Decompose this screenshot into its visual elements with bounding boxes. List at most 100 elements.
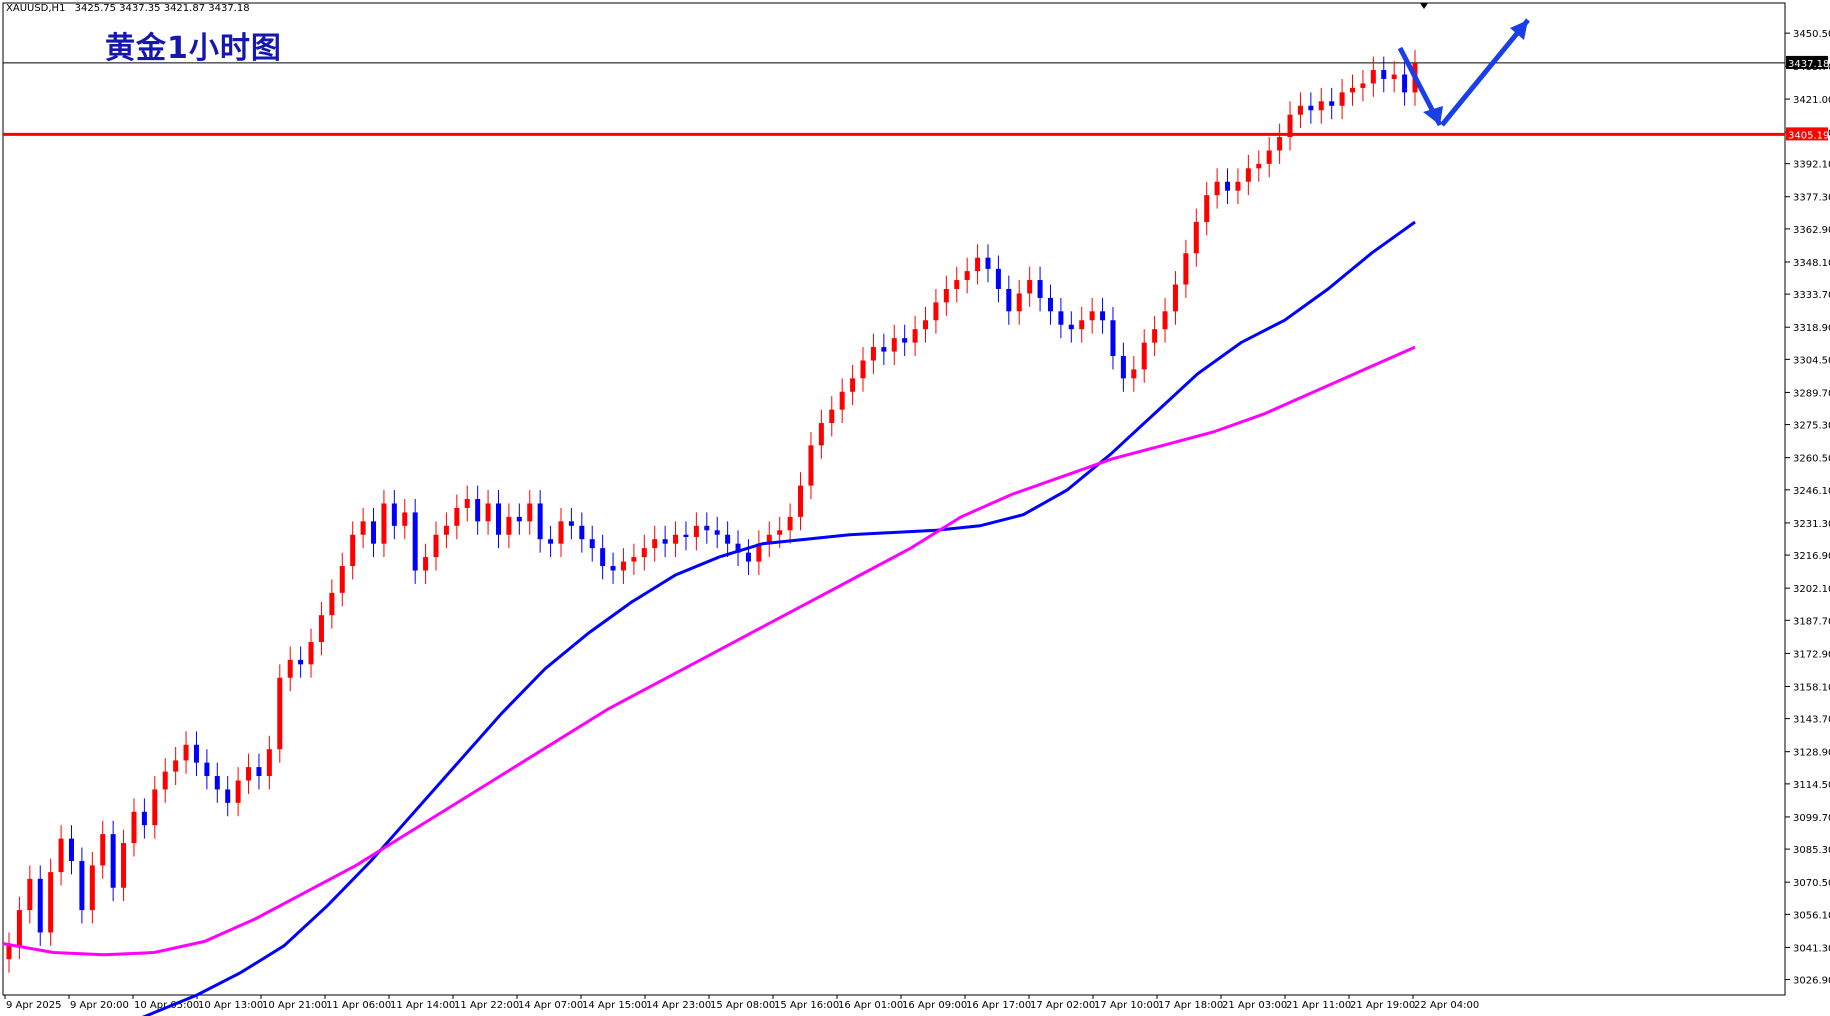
candle-body (433, 534, 439, 558)
x-tick-label: 16 Apr 09:00 (902, 1000, 967, 1011)
candle-body (16, 910, 22, 946)
candle-body (121, 843, 127, 888)
chart-title: 黄金1小时图 (105, 31, 282, 66)
candle-body (1360, 83, 1366, 88)
candle-body (985, 257, 991, 269)
candle-body (1287, 114, 1293, 138)
candle-body (1006, 288, 1012, 312)
candle-body (339, 566, 345, 593)
candle-body (829, 409, 835, 424)
candle-body (1308, 105, 1314, 111)
candle-body (100, 834, 106, 866)
y-tick-label: 3026.90 (1793, 976, 1830, 987)
candle-body (1047, 297, 1053, 312)
candle-body (287, 659, 293, 678)
candle-body (1058, 311, 1064, 325)
candle-body (1204, 195, 1210, 222)
candle-body (714, 530, 720, 535)
candle-body (1193, 221, 1199, 254)
candle-body (391, 503, 397, 526)
candle-body (423, 557, 429, 571)
candle-body (777, 530, 783, 535)
x-tick-label: 22 Apr 04:00 (1414, 1000, 1479, 1011)
y-tick-label: 3421.00 (1793, 95, 1830, 106)
candle-body (912, 329, 918, 343)
candle-body (1318, 101, 1324, 111)
candle-body (1391, 74, 1397, 79)
y-tick-label: 3041.30 (1793, 943, 1830, 954)
y-tick-label: 3392.10 (1793, 160, 1830, 171)
x-tick-label: 17 Apr 02:00 (1030, 1000, 1095, 1011)
candle-body (933, 302, 939, 321)
candle-body (89, 865, 95, 911)
candle-body (641, 548, 647, 558)
candle-body (1350, 87, 1356, 93)
candle-body (298, 659, 304, 665)
y-tick-label: 3231.30 (1793, 519, 1830, 530)
candle-body (891, 338, 897, 352)
candle-body (79, 860, 85, 911)
candle-body (579, 525, 585, 540)
candle-body (902, 338, 908, 343)
candle-body (683, 534, 689, 537)
candle-body (454, 507, 460, 526)
y-tick-label: 3289.70 (1793, 388, 1830, 399)
x-tick-label: 14 Apr 07:00 (518, 1000, 583, 1011)
candle-body (995, 268, 1001, 289)
candle-body (1370, 70, 1376, 84)
candle-body (141, 811, 147, 826)
y-tick-label: 3070.50 (1793, 878, 1830, 889)
y-tick-label: 3187.70 (1793, 616, 1830, 627)
chart-shift-marker (1420, 3, 1428, 9)
candle-body (1172, 284, 1178, 312)
up-arrow (1440, 18, 1530, 127)
candle-body (548, 539, 554, 544)
candle-body (1037, 280, 1043, 298)
candle-body (495, 503, 501, 535)
candle-body (1277, 137, 1283, 151)
candle-body (725, 534, 731, 544)
candle-body (756, 543, 762, 562)
ohlc-readout: 3425.75 3437.35 3421.87 3437.18 (74, 3, 250, 14)
candle-body (37, 878, 43, 933)
current-price-label: 3437.18 (1788, 59, 1829, 70)
candle-body (954, 280, 960, 289)
candle-body (485, 503, 491, 522)
symbol-label: XAUUSD,H1 (6, 3, 66, 14)
candle-body (308, 641, 314, 665)
candle-body (402, 512, 408, 526)
candle-body (673, 534, 679, 544)
candle-body (193, 744, 199, 763)
y-tick-label: 3056.10 (1793, 910, 1830, 921)
candle-body (412, 512, 418, 571)
x-tick-label: 10 Apr 05:00 (134, 1000, 199, 1011)
y-tick-label: 3333.70 (1793, 290, 1830, 301)
candle-body (1131, 369, 1137, 379)
x-tick-label: 10 Apr 21:00 (262, 1000, 327, 1011)
y-tick-label: 3304.50 (1793, 355, 1830, 366)
candle-body (1235, 181, 1241, 191)
candle-body (1339, 92, 1345, 106)
candle-body (600, 548, 606, 567)
up-arrow-head (1510, 20, 1528, 40)
candle-body (1225, 181, 1231, 191)
candle-body (818, 423, 824, 446)
candle-body (27, 878, 33, 911)
x-tick-label: 14 Apr 23:00 (646, 1000, 711, 1011)
candle-body (839, 391, 845, 410)
candle-body (443, 525, 449, 535)
candle-body (329, 592, 335, 616)
y-tick-label: 3085.30 (1793, 845, 1830, 856)
candle-body (808, 445, 814, 486)
candle-body (506, 516, 512, 535)
candle-body (1183, 253, 1189, 285)
candle-body (527, 503, 533, 522)
candle-body (381, 503, 387, 544)
candle-body (1089, 311, 1095, 321)
x-tick-label: 15 Apr 16:00 (774, 1000, 839, 1011)
candle-body (620, 561, 626, 571)
candle-body (631, 557, 637, 562)
y-tick-label: 3260.50 (1793, 454, 1830, 465)
candle-body (1141, 342, 1147, 370)
